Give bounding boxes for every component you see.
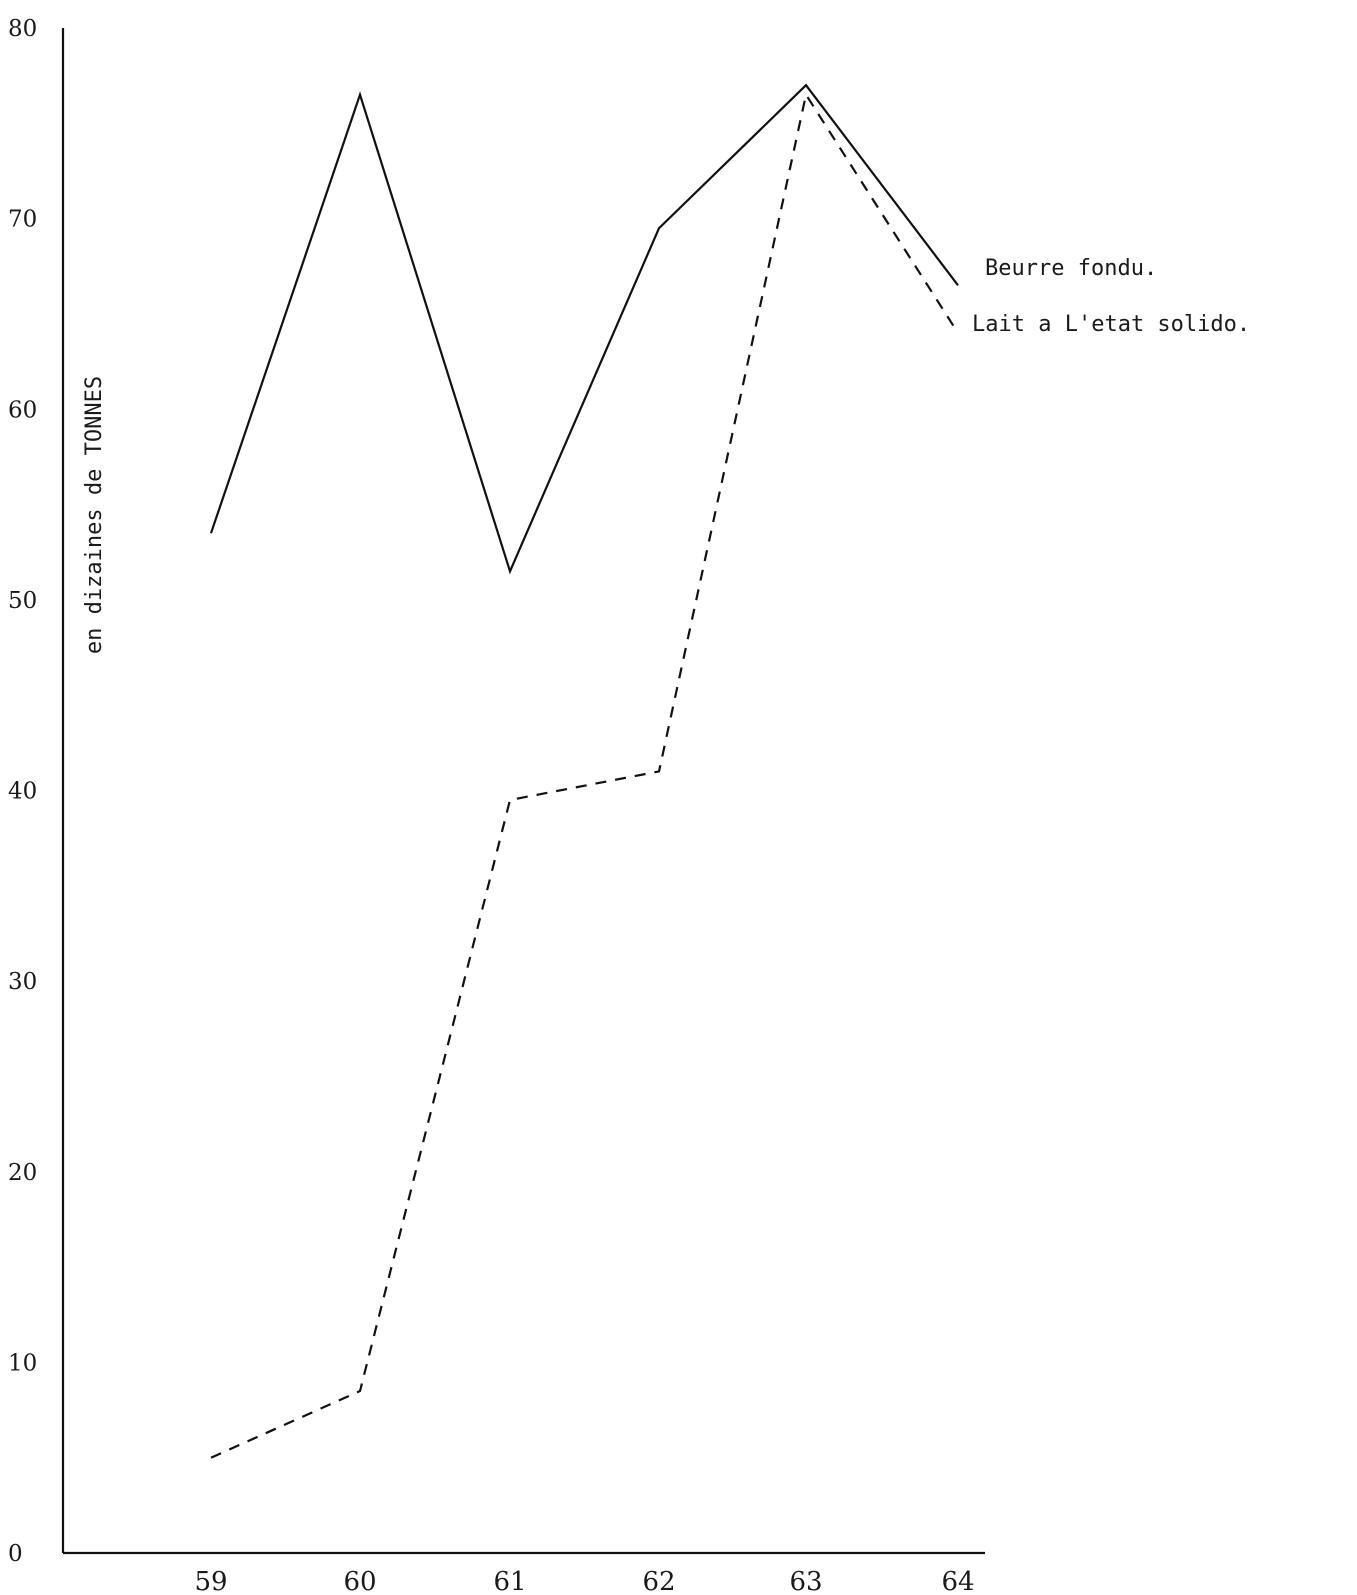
series-line-beurre [209,83,959,575]
y-tick-labels: 0 10 20 30 40 50 60 70 80 [8,16,37,1567]
y-tick-label-20: 20 [8,1160,37,1186]
axes [61,28,985,1555]
x-tick-label-64: 64 [941,1567,974,1595]
series-labels: Beurre fondu. Lait a L'etat solido. [972,256,1250,337]
y-tick-label-80: 80 [8,16,37,42]
series-label-lait: Lait a L'etat solido. [972,312,1250,337]
x-tick-label-63: 63 [789,1567,822,1595]
y-tick-label-50: 50 [8,588,37,614]
y-tick-label-40: 40 [8,779,37,805]
y-tick-label-70: 70 [8,207,37,233]
y-axis-title: en dizaines de TONNES [82,376,107,654]
series-line-lait [210,91,959,1459]
y-tick-label-0: 0 [8,1541,23,1567]
series-lines [209,83,959,1459]
x-tick-label-62: 62 [642,1567,675,1595]
x-tick-label-60: 60 [343,1567,376,1595]
y-tick-label-10: 10 [8,1350,37,1376]
y-tick-label-60: 60 [8,397,37,423]
series-label-beurre: Beurre fondu. [985,256,1157,281]
x-tick-label-61: 61 [493,1567,526,1595]
y-tick-label-30: 30 [8,969,37,995]
x-tick-label-59: 59 [194,1567,227,1595]
x-tick-labels: 59 60 61 62 63 64 [194,1567,974,1595]
